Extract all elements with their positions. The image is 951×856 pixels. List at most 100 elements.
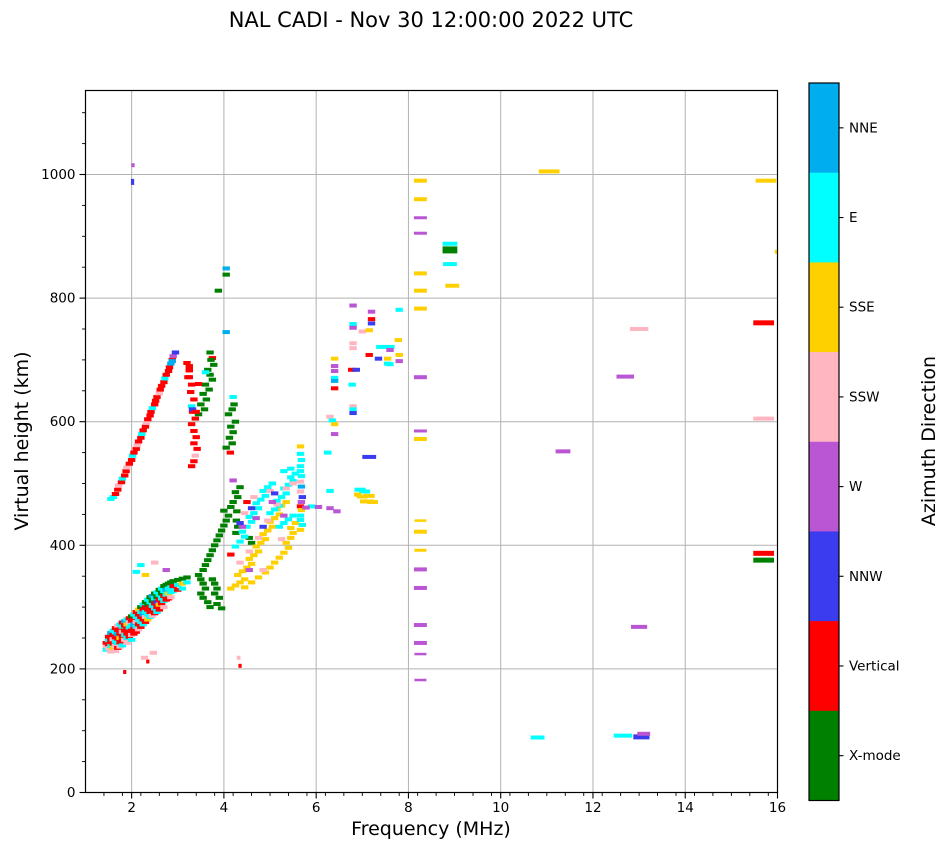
echo-point: [210, 543, 219, 548]
echo-point: [134, 612, 143, 617]
echo-point: [326, 488, 334, 493]
echo-point: [169, 579, 177, 584]
echo-point: [190, 397, 198, 402]
echo-point: [270, 507, 279, 512]
echo-point: [386, 362, 394, 367]
echo-point: [238, 529, 247, 534]
echo-point: [297, 484, 306, 489]
echo-point: [326, 414, 334, 419]
echo-point: [328, 418, 337, 423]
echo-point: [169, 584, 177, 589]
echo-point: [296, 504, 305, 509]
y-tick-label: 600: [50, 414, 76, 430]
echo-point: [266, 511, 274, 516]
echo-point: [245, 514, 253, 519]
echo-point: [268, 524, 277, 529]
echo-point: [753, 416, 775, 421]
echo-point: [240, 511, 249, 516]
echo-point: [162, 568, 170, 573]
echo-point: [268, 481, 277, 486]
echo-point: [197, 577, 205, 582]
echo-point: [185, 368, 193, 373]
echo-points-layer: [102, 163, 778, 740]
echo-point: [164, 369, 173, 374]
echo-point: [413, 437, 427, 442]
echo-point: [443, 262, 457, 267]
echo-point: [132, 619, 140, 624]
echo-point: [362, 454, 377, 459]
echo-point: [349, 303, 357, 308]
echo-point: [132, 610, 140, 615]
echo-point: [148, 406, 157, 411]
echo-point: [296, 489, 305, 494]
colorbar-segment-sse: [809, 262, 839, 353]
echo-point: [261, 493, 270, 498]
echo-point: [376, 344, 395, 349]
echo-point: [114, 487, 122, 492]
echo-point: [200, 407, 209, 412]
echo-point: [270, 516, 279, 521]
echo-point: [139, 622, 147, 627]
axes-border: [84, 89, 779, 794]
echo-point: [107, 649, 115, 654]
echo-point: [231, 583, 240, 588]
echo-point: [275, 555, 283, 560]
echo-point: [264, 528, 272, 533]
echo-point: [153, 595, 161, 600]
echo-point: [236, 521, 244, 526]
echo-point: [116, 627, 124, 632]
echo-point: [134, 617, 143, 622]
echo-point: [247, 506, 256, 511]
echo-point: [413, 288, 427, 293]
echo-point: [352, 367, 360, 372]
echo-point: [629, 327, 649, 331]
echo-point: [199, 568, 207, 573]
echo-point: [125, 461, 134, 466]
echo-point: [330, 375, 339, 380]
echo-point: [215, 533, 223, 538]
echo-point: [254, 506, 263, 511]
echo-point: [349, 346, 357, 351]
echo-point: [118, 643, 127, 648]
echo-point: [123, 669, 127, 674]
echo-point: [139, 617, 147, 622]
echo-point: [259, 568, 267, 573]
echo-point: [137, 614, 145, 619]
colorbar-segment-vertical: [809, 621, 839, 712]
x-tick-label: 8: [404, 800, 413, 816]
echo-point: [330, 369, 339, 374]
echo-point: [240, 534, 249, 539]
echo-point: [222, 272, 230, 277]
echo-point: [169, 354, 177, 359]
echo-point: [277, 495, 286, 500]
echo-point: [633, 734, 650, 740]
echo-point: [157, 586, 166, 591]
echo-point: [238, 569, 247, 574]
echo-point: [157, 383, 166, 388]
echo-point: [151, 398, 160, 403]
echo-point: [330, 364, 339, 369]
echo-point: [115, 483, 123, 488]
echo-point: [289, 479, 297, 484]
echo-point: [330, 386, 339, 391]
echo-point: [287, 525, 295, 530]
y-tick-label: 0: [67, 785, 76, 801]
echo-point: [157, 596, 166, 601]
echo-point: [190, 428, 198, 433]
echo-point: [142, 420, 151, 425]
echo-point: [137, 610, 145, 615]
echo-point: [270, 560, 279, 565]
echo-point: [261, 570, 270, 575]
echo-point: [413, 623, 427, 628]
echo-point: [122, 469, 130, 474]
echo-point: [231, 419, 240, 424]
echo-point: [349, 341, 357, 346]
echo-point: [194, 412, 203, 417]
echo-point: [236, 580, 244, 585]
echo-point: [637, 731, 651, 736]
echo-point: [753, 550, 775, 556]
colorbar-segment-ssw: [809, 352, 839, 443]
echo-point: [123, 640, 131, 645]
